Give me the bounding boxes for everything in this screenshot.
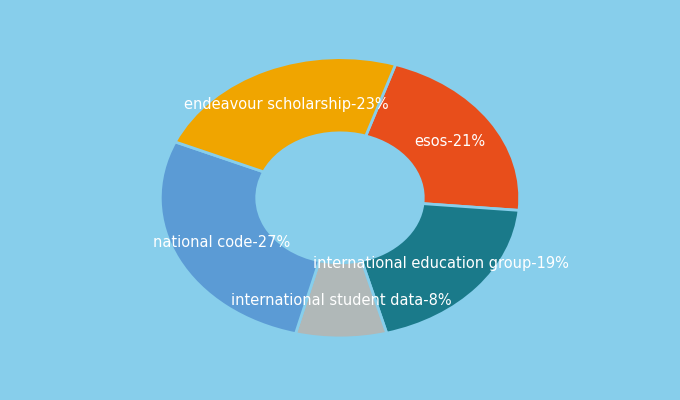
Text: endeavour scholarship-23%: endeavour scholarship-23% — [184, 97, 388, 112]
Wedge shape — [160, 142, 320, 334]
Text: national code-27%: national code-27% — [153, 235, 290, 250]
Text: international student data-8%: international student data-8% — [231, 293, 451, 308]
Wedge shape — [362, 204, 519, 333]
Wedge shape — [296, 260, 387, 338]
Wedge shape — [175, 58, 396, 172]
Text: international education group-19%: international education group-19% — [313, 256, 568, 271]
Wedge shape — [366, 64, 520, 210]
Text: esos-21%: esos-21% — [414, 134, 486, 149]
